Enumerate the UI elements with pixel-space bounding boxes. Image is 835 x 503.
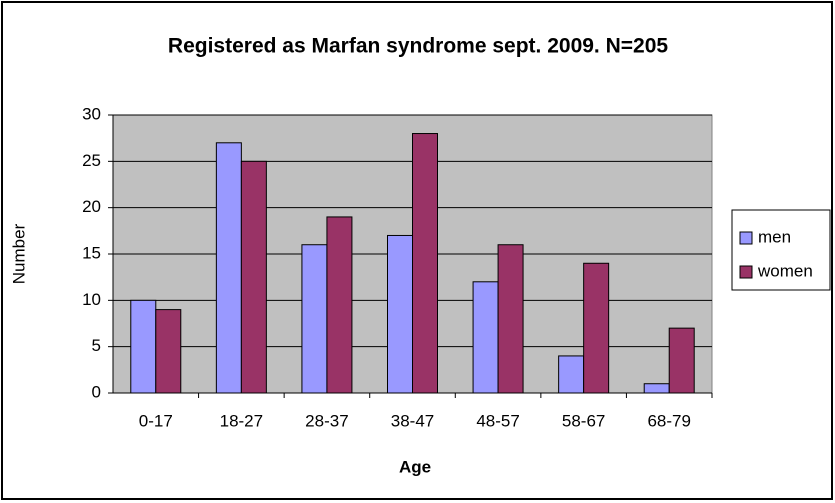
bar — [240, 160, 267, 394]
bar — [326, 216, 353, 394]
bar — [301, 244, 328, 394]
x-axis-title: Age — [399, 457, 431, 476]
x-tick-label: 18-27 — [220, 411, 263, 430]
bar — [412, 133, 438, 394]
legend-swatch — [739, 265, 753, 279]
y-tick-label: 5 — [92, 336, 101, 355]
y-axis-title: Number — [9, 223, 28, 284]
bar — [155, 309, 182, 394]
x-tick-label: 58-67 — [562, 411, 605, 430]
bar — [558, 355, 585, 394]
x-tick-label: 48-57 — [476, 411, 519, 430]
bar — [130, 299, 157, 394]
legend-swatch — [739, 231, 753, 245]
bar — [497, 244, 524, 394]
legend-label: men — [758, 227, 791, 246]
y-tick-label: 0 — [92, 382, 101, 401]
y-tick-label: 15 — [82, 243, 101, 262]
y-tick-label: 20 — [82, 197, 101, 216]
x-tick-label: 28-37 — [305, 411, 348, 430]
bar — [215, 142, 242, 394]
bar — [472, 281, 499, 394]
y-tick-label: 25 — [82, 151, 101, 170]
legend-label: women — [757, 261, 813, 280]
x-tick-label: 38-47 — [391, 411, 434, 430]
x-tick-label: 0-17 — [139, 411, 173, 430]
bar — [583, 262, 610, 394]
x-tick-label: 68-79 — [647, 411, 690, 430]
chart-title: Registered as Marfan syndrome sept. 2009… — [168, 35, 668, 58]
bar — [643, 383, 670, 394]
y-tick-label: 30 — [82, 104, 101, 123]
bar — [668, 327, 695, 394]
y-tick-label: 10 — [82, 290, 101, 309]
bar — [387, 234, 413, 394]
